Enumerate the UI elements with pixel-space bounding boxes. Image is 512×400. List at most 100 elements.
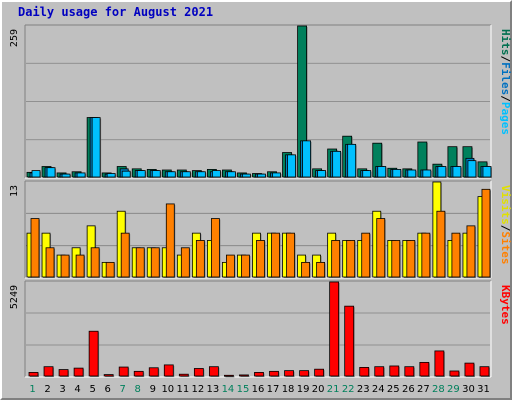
kbytes-bar bbox=[389, 365, 400, 377]
kbytes-bar-shadow bbox=[225, 376, 235, 378]
sites-bar bbox=[421, 232, 431, 278]
x-tick-label: 16 bbox=[252, 384, 265, 395]
panel-1-ymax-label: 13 bbox=[9, 185, 20, 197]
kbytes-bar bbox=[479, 366, 490, 377]
kbytes-bar bbox=[359, 367, 370, 377]
x-tick-label: 13 bbox=[207, 384, 220, 395]
legend-label-kbytes: KBytes bbox=[499, 285, 512, 325]
pages-bar bbox=[452, 166, 462, 178]
pages-bar bbox=[211, 170, 221, 178]
sites-bar bbox=[226, 254, 235, 278]
x-tick-label: 23 bbox=[357, 384, 370, 395]
sites-bar bbox=[150, 247, 160, 278]
kbytes-bar bbox=[449, 370, 460, 377]
kbytes-bar bbox=[43, 366, 54, 377]
sites-bar bbox=[45, 247, 55, 278]
legend-label-slash: / bbox=[499, 225, 512, 232]
x-tick-label: 20 bbox=[312, 384, 325, 395]
sites-bar bbox=[436, 210, 446, 278]
pages-bar bbox=[136, 170, 146, 178]
sites-bar bbox=[331, 240, 341, 278]
legend-label-pages: Pages bbox=[499, 102, 512, 135]
pages-bar bbox=[362, 170, 372, 178]
x-tick-label: 27 bbox=[417, 384, 430, 395]
kbytes-bar bbox=[404, 366, 415, 377]
pages-bar bbox=[287, 154, 296, 178]
sites-bar bbox=[406, 240, 416, 278]
pages-bar bbox=[46, 167, 56, 178]
sites-bar bbox=[451, 232, 461, 278]
sites-bar bbox=[120, 232, 130, 278]
sites-bar bbox=[75, 254, 85, 278]
x-tick-label: 4 bbox=[74, 384, 80, 395]
sites-bar bbox=[165, 203, 175, 278]
sites-bar bbox=[60, 254, 70, 278]
x-tick-label: 24 bbox=[372, 384, 385, 395]
kbytes-bar bbox=[133, 370, 144, 377]
sites-bar bbox=[286, 232, 295, 278]
x-tick-label: 6 bbox=[104, 384, 110, 395]
legend-label-sites: Sites bbox=[499, 231, 512, 264]
kbytes-bar bbox=[178, 373, 189, 377]
kbytes-bar bbox=[419, 361, 430, 377]
x-tick-label: 26 bbox=[402, 384, 415, 395]
legend-label-hits: Hits bbox=[499, 29, 512, 56]
x-tick-label: 21 bbox=[327, 384, 340, 395]
sites-bar bbox=[361, 232, 371, 278]
pages-bar bbox=[91, 117, 101, 178]
kbytes-bar bbox=[208, 366, 219, 377]
pages-bar bbox=[181, 171, 191, 178]
x-tick-label: 1 bbox=[29, 384, 35, 395]
x-tick-label: 12 bbox=[192, 384, 205, 395]
pages-bar bbox=[196, 171, 206, 178]
sites-bar bbox=[195, 240, 205, 278]
panel-2-ymax-label: 5249 bbox=[9, 285, 20, 309]
sites-bar bbox=[481, 188, 491, 278]
x-tick-label: 25 bbox=[387, 384, 400, 395]
kbytes-bar bbox=[239, 374, 249, 377]
x-tick-label: 28 bbox=[432, 384, 445, 395]
kbytes-bar bbox=[299, 370, 309, 377]
pages-bar bbox=[332, 150, 342, 178]
panel-2-legend: KBytes bbox=[499, 285, 512, 325]
sites-bar bbox=[346, 240, 356, 278]
kbytes-bar bbox=[254, 372, 264, 377]
chart-title: Daily usage for August 2021 bbox=[18, 5, 214, 19]
kbytes-bar bbox=[103, 374, 114, 377]
pages-bar bbox=[392, 169, 402, 178]
pages-bar bbox=[437, 166, 447, 178]
pages-bar bbox=[422, 169, 432, 178]
sites-bar bbox=[105, 261, 115, 278]
x-tick-label: 17 bbox=[267, 384, 280, 395]
pages-bar bbox=[242, 173, 251, 178]
pages-bar bbox=[31, 170, 41, 178]
x-tick-label: 7 bbox=[120, 384, 126, 395]
pages-bar bbox=[121, 170, 131, 178]
kbytes-bar bbox=[193, 368, 204, 377]
pages-bar bbox=[467, 160, 477, 178]
kbytes-bar bbox=[224, 374, 234, 377]
x-tick-label: 22 bbox=[342, 384, 355, 395]
pages-bar bbox=[61, 173, 71, 178]
kbytes-bar bbox=[329, 281, 340, 377]
kbytes-bar bbox=[374, 366, 385, 377]
kbytes-bar bbox=[88, 330, 99, 377]
x-tick-label: 29 bbox=[447, 384, 460, 395]
x-tick-label: 11 bbox=[176, 384, 189, 395]
legend-label-files: Files bbox=[499, 62, 512, 95]
sites-bar bbox=[30, 218, 40, 278]
sites-bar bbox=[391, 240, 401, 278]
x-tick-label: 10 bbox=[161, 384, 174, 395]
pages-bar bbox=[151, 170, 161, 178]
sites-bar bbox=[90, 247, 100, 278]
pages-bar bbox=[377, 166, 387, 178]
sites-bar bbox=[210, 218, 220, 278]
x-tick-label: 2 bbox=[44, 384, 50, 395]
kbytes-bar bbox=[344, 305, 355, 377]
kbytes-bar bbox=[314, 368, 325, 377]
pages-bar bbox=[302, 140, 311, 178]
sites-bar bbox=[466, 225, 476, 278]
kbytes-bar bbox=[148, 367, 159, 377]
